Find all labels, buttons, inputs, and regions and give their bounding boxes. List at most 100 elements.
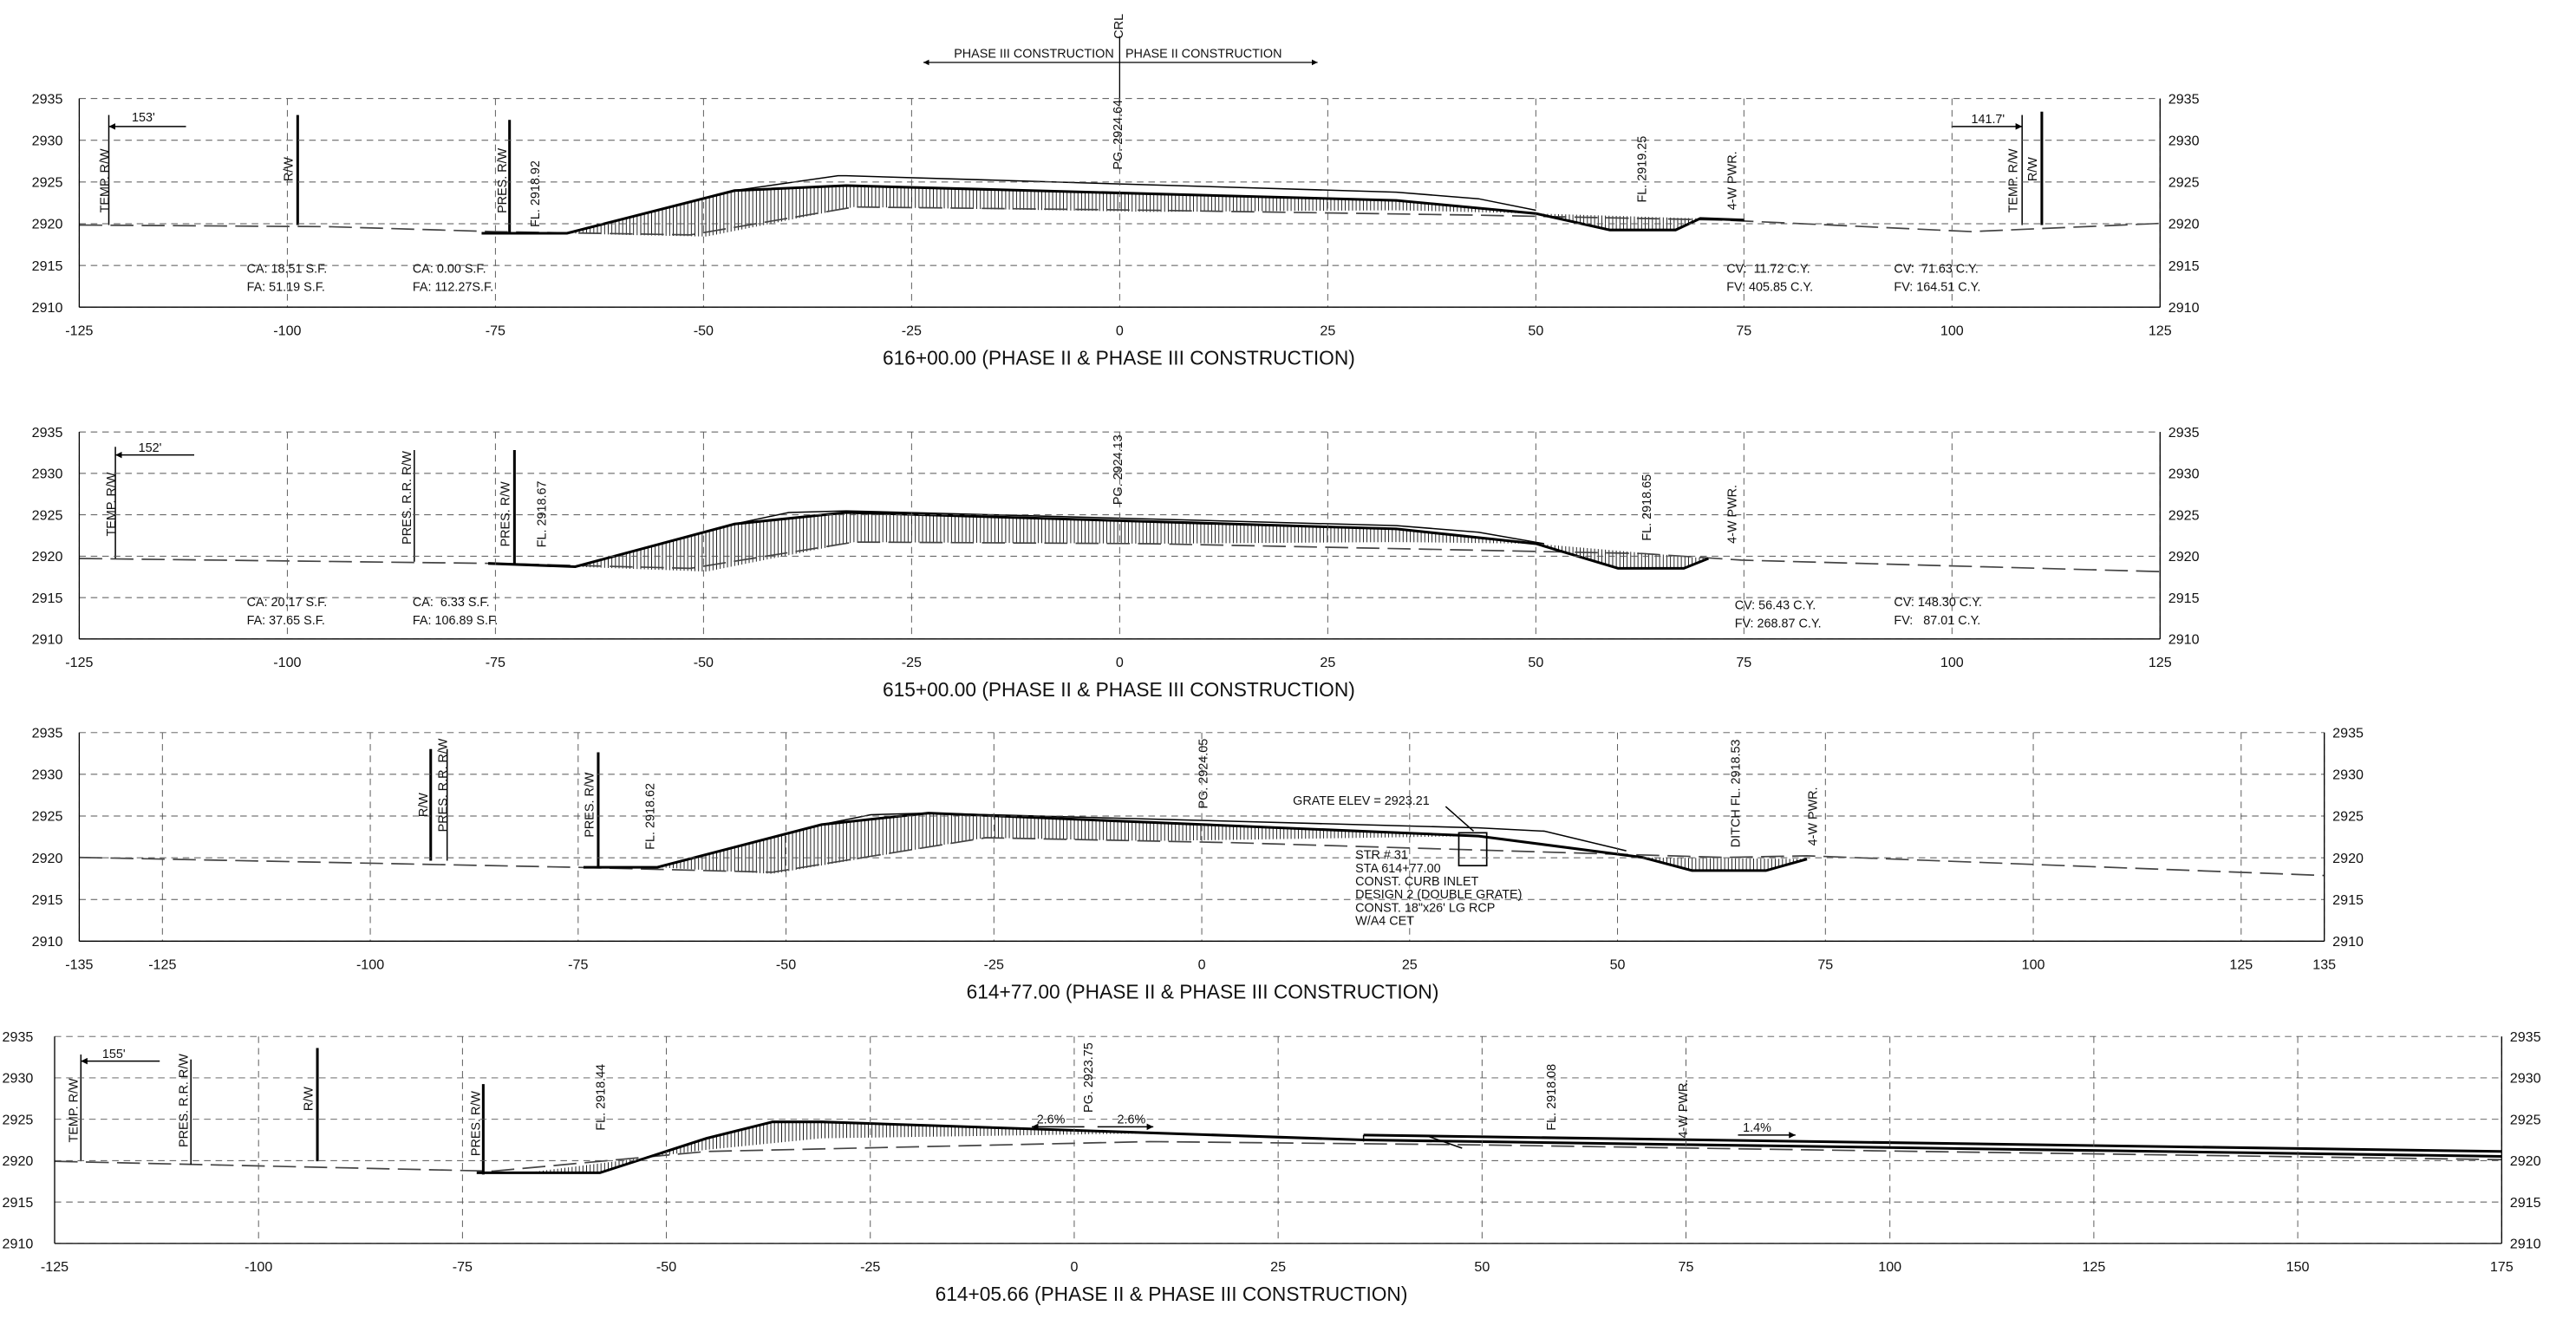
- x-tick-label: -100: [356, 957, 384, 973]
- x-tick-label: 125: [2149, 655, 2172, 670]
- y-tick-label: 2910: [2168, 300, 2200, 316]
- callout: PRES. R/W: [583, 772, 597, 838]
- note: CV: 148.30 C.Y.: [1894, 596, 1982, 610]
- top-line: [734, 174, 1536, 212]
- y-tick-label: 2915: [32, 591, 63, 606]
- y-tick-label: 2910: [32, 934, 63, 950]
- x-tick-label: -75: [486, 323, 505, 338]
- note: GRATE ELEV = 2923.21: [1293, 794, 1430, 808]
- x-tick-label: 0: [1198, 957, 1206, 973]
- y-tick-label: 2920: [2168, 217, 2200, 232]
- y-tick-label: 2930: [32, 767, 63, 783]
- x-tick-label: -100: [245, 1259, 272, 1275]
- note: 153': [132, 111, 155, 125]
- phase-right: PHASE II CONSTRUCTION: [1125, 47, 1282, 61]
- note: CONST. CURB INLET: [1355, 875, 1478, 889]
- note: STA 614+77.00: [1355, 862, 1440, 876]
- callout: TEMP. R/W: [2007, 148, 2021, 212]
- y-tick-label: 2915: [2168, 258, 2200, 274]
- y-tick-label: 2935: [32, 725, 63, 741]
- x-tick-label: 100: [1878, 1259, 1901, 1275]
- callout: PG. 2923.75: [1082, 1042, 1096, 1113]
- y-tick-label: 2910: [3, 1237, 34, 1252]
- y-tick-label: 2925: [32, 809, 63, 825]
- existing-ground: [54, 1140, 2502, 1172]
- callout: FL. 2918.67: [535, 481, 549, 548]
- callout: PG. 2924.13: [1112, 434, 1125, 505]
- y-tick-label: 2935: [2510, 1029, 2541, 1045]
- section-title: 616+00.00 (PHASE II & PHASE III CONSTRUC…: [883, 347, 1355, 369]
- top-line: [1362, 1134, 1463, 1149]
- cut-fill-hatch: [566, 186, 1536, 237]
- x-tick-label: -100: [273, 323, 301, 338]
- note: 141.7': [1971, 113, 2005, 127]
- x-tick-label: -125: [65, 655, 93, 670]
- callout: PRES. R.R. R/W: [177, 1054, 191, 1147]
- note: CV: 56.43 C.Y.: [1735, 599, 1816, 613]
- note: CONST. 18"x26' LG RCP: [1355, 901, 1495, 915]
- y-tick-label: 2935: [32, 425, 63, 441]
- note: CA: 0.00 S.F.: [413, 262, 486, 276]
- x-tick-label: 125: [2082, 1259, 2105, 1275]
- callout: FL. 2918.44: [595, 1064, 609, 1131]
- x-tick-label: 25: [1320, 655, 1335, 670]
- note: 1.4%: [1743, 1121, 1771, 1135]
- y-tick-label: 2920: [2168, 549, 2200, 565]
- y-tick-label: 2930: [2510, 1071, 2541, 1087]
- x-tick-label: 50: [1610, 957, 1626, 973]
- x-tick-label: 100: [1940, 655, 1964, 670]
- x-tick-label: 25: [1402, 957, 1418, 973]
- callout: TEMP. R/W: [105, 472, 119, 536]
- x-tick-label: -25: [860, 1259, 880, 1275]
- x-tick-label: -25: [984, 957, 1004, 973]
- section-title: 614+05.66 (PHASE II & PHASE III CONSTRUC…: [936, 1283, 1408, 1305]
- x-tick-label: 75: [1679, 1259, 1694, 1275]
- note: FA: 37.65 S.F.: [247, 614, 325, 628]
- y-tick-label: 2915: [32, 258, 63, 274]
- cut-fill-hatch: [525, 1121, 1151, 1173]
- note: FA: 112.27S.F.: [413, 280, 493, 294]
- section-3-geometry: [79, 748, 2325, 877]
- leader: [1445, 806, 1475, 833]
- callout: FL. 2918.62: [643, 783, 657, 850]
- callout: PRES. R.R. R/W: [437, 738, 451, 832]
- existing-ground: [79, 541, 2161, 573]
- y-tick-label: 2935: [3, 1029, 34, 1045]
- y-tick-label: 2910: [2168, 632, 2200, 648]
- y-tick-label: 2930: [2168, 133, 2200, 148]
- crl-label: CRL: [1112, 14, 1126, 39]
- y-tick-label: 2935: [2332, 725, 2364, 741]
- x-tick-label: -100: [273, 655, 301, 670]
- note: 2.6%: [1118, 1113, 1146, 1127]
- x-tick-label: 100: [1940, 323, 1964, 338]
- callout: R/W: [283, 157, 297, 181]
- y-tick-label: 2915: [2332, 892, 2364, 908]
- existing-ground: [79, 206, 2161, 236]
- x-tick-label: 125: [2149, 323, 2172, 338]
- y-tick-label: 2930: [32, 467, 63, 482]
- callout: FL. 2918.08: [1545, 1064, 1559, 1131]
- x-tick-label: -75: [453, 1259, 473, 1275]
- note: FA: 51.19 S.F.: [247, 280, 325, 294]
- y-tick-label: 2920: [2510, 1153, 2541, 1169]
- y-tick-label: 2930: [3, 1071, 34, 1087]
- y-tick-label: 2935: [2168, 425, 2200, 441]
- section-1-geometry: [79, 111, 2161, 237]
- x-tick-label: 100: [2022, 957, 2045, 973]
- callout: FL. 2918.92: [529, 160, 543, 227]
- note: CA: 6.33 S.F.: [413, 596, 490, 610]
- y-tick-label: 2910: [2510, 1237, 2541, 1252]
- cut-fill-hatch: [1536, 213, 1700, 231]
- y-tick-label: 2930: [2332, 767, 2364, 783]
- y-tick-label: 2920: [32, 851, 63, 866]
- callout: TEMP. R/W: [99, 148, 113, 212]
- callout: 4-W PWR.: [1726, 151, 1740, 210]
- x-tick-label: -50: [776, 957, 796, 973]
- cut-fill-hatch: [575, 512, 1536, 572]
- callout: R/W: [2026, 157, 2040, 181]
- x-tick-label: 0: [1116, 655, 1124, 670]
- y-tick-label: 2925: [2332, 809, 2364, 825]
- section-4-geometry: [54, 1048, 2502, 1175]
- note: FV: 405.85 C.Y.: [1726, 280, 1813, 294]
- y-tick-label: 2915: [3, 1195, 34, 1211]
